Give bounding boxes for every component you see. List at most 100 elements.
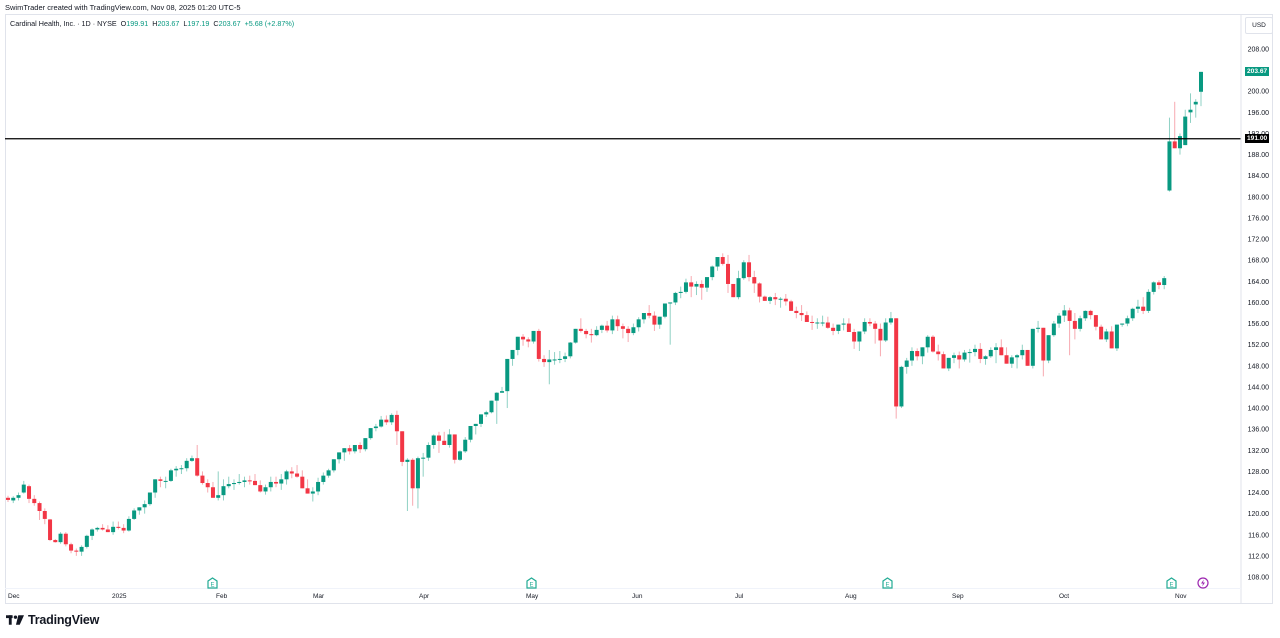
time-tick: Oct bbox=[1059, 593, 1070, 600]
candle bbox=[973, 348, 978, 353]
earnings-icon[interactable]: E bbox=[207, 576, 218, 589]
candle bbox=[1114, 324, 1119, 349]
candle bbox=[736, 278, 741, 298]
candle bbox=[704, 277, 709, 288]
candle bbox=[195, 458, 200, 476]
svg-text:E: E bbox=[529, 583, 533, 589]
candle bbox=[804, 315, 809, 322]
candle bbox=[42, 511, 47, 519]
price-tick: 172.00 bbox=[1248, 237, 1270, 244]
candle bbox=[599, 325, 604, 330]
candle bbox=[542, 358, 547, 363]
candle bbox=[988, 349, 993, 357]
candle bbox=[1099, 326, 1104, 340]
candle bbox=[768, 297, 773, 301]
candle bbox=[1130, 308, 1135, 319]
price-tick: 208.00 bbox=[1248, 47, 1270, 54]
candle bbox=[1151, 282, 1156, 292]
horizontal-line-price-label[interactable]: 191.00 bbox=[1245, 133, 1270, 143]
earnings-icon[interactable]: E bbox=[526, 576, 537, 589]
candle bbox=[1041, 327, 1046, 361]
time-tick: Dec bbox=[8, 593, 20, 600]
price-tick: 124.00 bbox=[1248, 490, 1270, 497]
price-tick: 132.00 bbox=[1248, 448, 1270, 455]
candle bbox=[21, 484, 26, 493]
price-axis[interactable]: 208.00204.00200.00196.00192.00188.00184.… bbox=[1240, 14, 1270, 604]
dividend-lightning-icon[interactable] bbox=[1197, 576, 1209, 589]
candle bbox=[1135, 306, 1140, 309]
candle bbox=[447, 434, 452, 445]
candle bbox=[831, 327, 836, 331]
change-value: +5.68 (+2.87%) bbox=[244, 19, 295, 28]
candle bbox=[111, 526, 116, 533]
candle bbox=[626, 328, 631, 334]
candle bbox=[436, 435, 441, 441]
candle bbox=[247, 480, 252, 482]
price-tick: 108.00 bbox=[1248, 575, 1270, 582]
price-tick: 116.00 bbox=[1248, 532, 1269, 539]
candle bbox=[158, 479, 163, 481]
candle bbox=[536, 330, 541, 359]
candle bbox=[384, 419, 389, 423]
candle bbox=[279, 479, 284, 484]
candle bbox=[342, 448, 347, 453]
price-tick: 152.00 bbox=[1248, 342, 1270, 349]
price-tick: 164.00 bbox=[1248, 279, 1270, 286]
candle bbox=[284, 471, 289, 480]
price-tick: 120.00 bbox=[1248, 511, 1270, 518]
candle bbox=[37, 503, 42, 511]
candle bbox=[589, 334, 594, 336]
candle bbox=[379, 419, 384, 427]
time-tick: Aug bbox=[845, 593, 857, 600]
candle bbox=[657, 316, 662, 325]
candle bbox=[752, 277, 757, 284]
candle bbox=[547, 359, 552, 363]
candle bbox=[153, 479, 158, 493]
candle bbox=[920, 347, 925, 357]
candle bbox=[967, 352, 972, 354]
candle bbox=[726, 263, 731, 284]
candle bbox=[84, 535, 89, 547]
candle bbox=[1125, 318, 1130, 324]
chart-frame bbox=[5, 14, 1273, 604]
candle bbox=[16, 495, 21, 498]
candle bbox=[1009, 357, 1014, 364]
candle bbox=[683, 282, 688, 292]
price-tick: 128.00 bbox=[1248, 469, 1270, 476]
candle bbox=[789, 301, 794, 311]
candle bbox=[58, 533, 63, 543]
candle bbox=[841, 323, 846, 325]
candle bbox=[147, 492, 152, 505]
tradingview-logo[interactable]: TradingView bbox=[6, 613, 99, 627]
time-tick: Apr bbox=[419, 593, 430, 600]
candle bbox=[142, 504, 147, 508]
earnings-icon[interactable]: E bbox=[1166, 576, 1177, 589]
earnings-icon[interactable]: E bbox=[882, 576, 893, 589]
candle bbox=[426, 445, 431, 458]
candle bbox=[410, 459, 415, 489]
candle bbox=[415, 458, 420, 489]
svg-text:E: E bbox=[885, 583, 889, 589]
candle bbox=[289, 471, 294, 474]
candle bbox=[1025, 349, 1030, 366]
candle bbox=[810, 321, 815, 323]
candle bbox=[794, 310, 799, 313]
candle bbox=[494, 392, 499, 401]
candle bbox=[53, 540, 58, 543]
candlestick-series bbox=[6, 71, 1203, 556]
close-value: 203.67 bbox=[218, 19, 241, 28]
candle bbox=[389, 414, 394, 423]
currency-button[interactable]: USD bbox=[1245, 17, 1273, 34]
candle bbox=[1199, 71, 1203, 92]
candle bbox=[862, 321, 867, 332]
price-tick: 144.00 bbox=[1248, 384, 1270, 391]
candle bbox=[442, 440, 447, 445]
candle bbox=[815, 322, 820, 324]
candle bbox=[557, 358, 562, 360]
candle bbox=[1120, 323, 1125, 325]
time-tick: Jun bbox=[632, 593, 643, 600]
candle bbox=[63, 533, 68, 545]
time-tick: 2025 bbox=[112, 593, 127, 600]
candle bbox=[1109, 331, 1114, 349]
